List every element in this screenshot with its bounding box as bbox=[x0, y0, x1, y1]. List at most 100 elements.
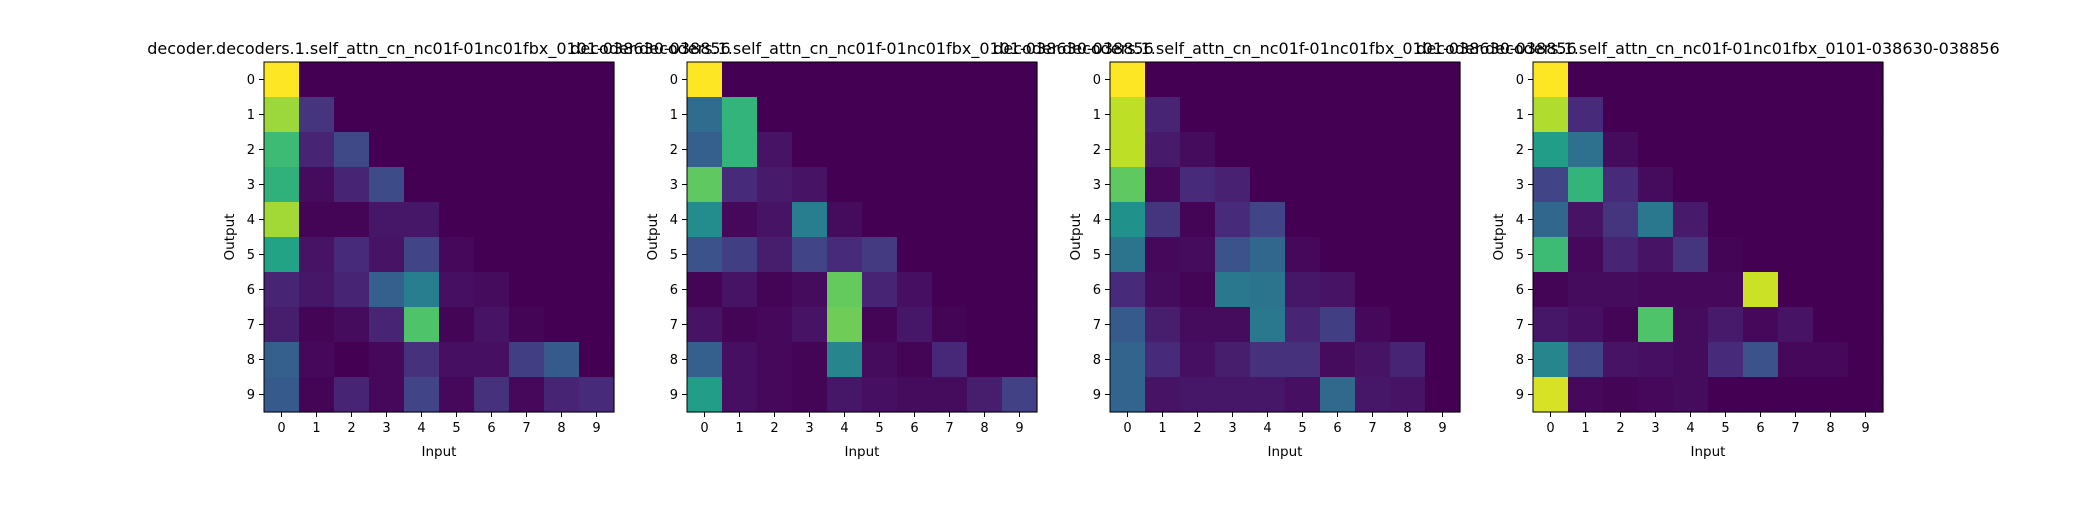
heatmap-cell bbox=[932, 97, 968, 133]
heatmap-cell bbox=[757, 202, 793, 238]
x-tick-label: 4 bbox=[417, 421, 425, 436]
heatmap-cell bbox=[1320, 377, 1356, 413]
x-tick-label: 8 bbox=[557, 421, 565, 436]
heatmap-cell bbox=[1673, 202, 1709, 238]
heatmap-cell bbox=[1848, 132, 1884, 168]
heatmap-cell bbox=[897, 167, 933, 203]
heatmap-cell bbox=[687, 97, 723, 133]
x-tick-label: 9 bbox=[1861, 421, 1869, 436]
y-tick-label: 3 bbox=[1093, 178, 1101, 193]
y-tick-label: 8 bbox=[1093, 353, 1101, 368]
heatmap-cell bbox=[1145, 202, 1181, 238]
heatmap-cell bbox=[792, 307, 828, 343]
heatmap-cell bbox=[897, 132, 933, 168]
heatmap-cell bbox=[299, 342, 335, 378]
heatmap-cell bbox=[757, 132, 793, 168]
heatmap-cell bbox=[932, 132, 968, 168]
heatmap-cell bbox=[862, 377, 898, 413]
heatmap-cell bbox=[1778, 167, 1814, 203]
heatmap-cell bbox=[334, 307, 370, 343]
heatmap-cell bbox=[369, 272, 405, 308]
x-tick-label: 5 bbox=[875, 421, 883, 436]
x-tick-label: 4 bbox=[1263, 421, 1271, 436]
heatmap-cell bbox=[1813, 377, 1849, 413]
heatmap-cell bbox=[1673, 342, 1709, 378]
heatmap-cell bbox=[299, 377, 335, 413]
heatmap-cell bbox=[967, 342, 1003, 378]
y-tick-label: 1 bbox=[1516, 108, 1524, 123]
heatmap-cell bbox=[299, 307, 335, 343]
heatmap-cell bbox=[334, 342, 370, 378]
heatmap-cell bbox=[827, 97, 863, 133]
heatmap-cell bbox=[334, 167, 370, 203]
x-tick-label: 8 bbox=[1826, 421, 1834, 436]
heatmap-cell bbox=[862, 237, 898, 273]
heatmap-cell bbox=[439, 167, 475, 203]
heatmap-cell bbox=[1180, 237, 1216, 273]
heatmap-cell bbox=[509, 272, 545, 308]
plot-frame bbox=[1532, 61, 1884, 413]
heatmap-cell bbox=[1250, 237, 1286, 273]
heatmap-cell bbox=[1250, 377, 1286, 413]
heatmap-cell bbox=[1708, 237, 1744, 273]
heatmap-cell bbox=[334, 272, 370, 308]
y-tick-label: 9 bbox=[670, 388, 678, 403]
heatmap-cell bbox=[1110, 132, 1146, 168]
heatmap-cell bbox=[1638, 237, 1674, 273]
heatmap-cell bbox=[967, 377, 1003, 413]
heatmap-cell bbox=[579, 272, 615, 308]
heatmap-cell bbox=[722, 62, 758, 98]
heatmap-cell bbox=[334, 377, 370, 413]
heatmap-cell bbox=[687, 237, 723, 273]
heatmap-cell bbox=[687, 167, 723, 203]
heatmap-cell bbox=[792, 342, 828, 378]
heatmap-cell bbox=[1533, 272, 1569, 308]
heatmap-cell bbox=[1603, 377, 1639, 413]
heatmap-cell bbox=[369, 132, 405, 168]
heatmap-cell bbox=[1568, 167, 1604, 203]
heatmap-cell bbox=[369, 62, 405, 98]
heatmap-cell bbox=[897, 97, 933, 133]
x-axis-label: Input bbox=[1691, 444, 1726, 460]
heatmap-cell bbox=[862, 272, 898, 308]
heatmap-cell bbox=[1568, 377, 1604, 413]
heatmap-cell bbox=[1250, 62, 1286, 98]
heatmap-cell bbox=[544, 272, 580, 308]
heatmap-cell bbox=[1180, 377, 1216, 413]
heatmap-cell bbox=[1355, 132, 1391, 168]
heatmap-cell bbox=[1603, 342, 1639, 378]
heatmap-cell bbox=[1813, 307, 1849, 343]
heatmap-cell bbox=[1250, 167, 1286, 203]
heatmap-cell bbox=[1110, 307, 1146, 343]
heatmap-cell bbox=[439, 202, 475, 238]
heatmap-cell bbox=[1355, 202, 1391, 238]
x-tick-label: 7 bbox=[1791, 421, 1799, 436]
heatmap-cell bbox=[404, 377, 440, 413]
heatmap-cell bbox=[1002, 237, 1038, 273]
heatmap-cell bbox=[299, 97, 335, 133]
heatmap-cell bbox=[1180, 272, 1216, 308]
y-tick-label: 7 bbox=[1516, 318, 1524, 333]
heatmap-cell bbox=[1180, 307, 1216, 343]
heatmap-cell bbox=[897, 342, 933, 378]
heatmap-cell bbox=[264, 97, 300, 133]
heatmap-cell bbox=[264, 167, 300, 203]
panel-title: decoder.decoders.1.self_attn_cn_nc01f-01… bbox=[570, 39, 1153, 59]
heatmap-cell bbox=[1743, 377, 1779, 413]
heatmap-cell bbox=[1002, 97, 1038, 133]
heatmap-cell bbox=[827, 377, 863, 413]
heatmap-cell bbox=[1603, 202, 1639, 238]
heatmap-cell bbox=[1533, 377, 1569, 413]
heatmap-cell bbox=[1390, 62, 1426, 98]
heatmap-cell bbox=[299, 167, 335, 203]
heatmap-cell bbox=[264, 377, 300, 413]
heatmap-cell bbox=[1320, 272, 1356, 308]
y-tick-label: 3 bbox=[247, 178, 255, 193]
heatmap-cell bbox=[334, 62, 370, 98]
x-tick-label: 6 bbox=[487, 421, 495, 436]
heatmap-cell bbox=[1285, 202, 1321, 238]
heatmap-cell bbox=[1813, 202, 1849, 238]
heatmap-cell bbox=[544, 307, 580, 343]
heatmap-cell bbox=[1848, 97, 1884, 133]
heatmap-cell bbox=[932, 167, 968, 203]
